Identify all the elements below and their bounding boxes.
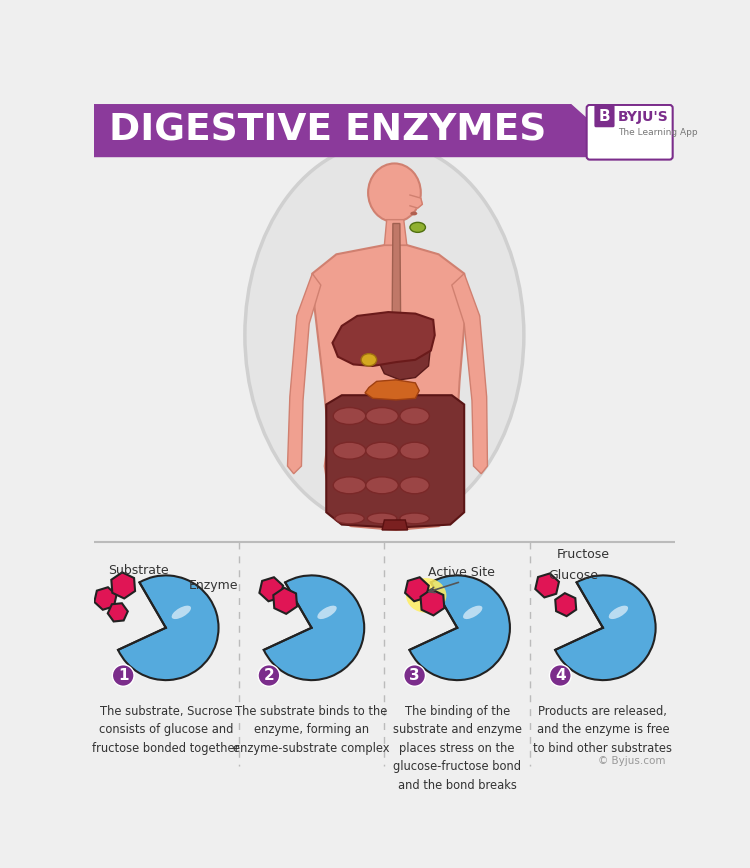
FancyBboxPatch shape [586, 105, 673, 160]
Polygon shape [405, 577, 429, 602]
FancyBboxPatch shape [595, 105, 614, 128]
Circle shape [112, 665, 134, 687]
Wedge shape [112, 582, 166, 650]
Polygon shape [94, 588, 116, 609]
Polygon shape [287, 273, 321, 474]
Wedge shape [410, 575, 510, 681]
Wedge shape [550, 582, 603, 650]
Ellipse shape [366, 408, 398, 424]
Circle shape [550, 665, 572, 687]
Text: The binding of the
substrate and enzyme
places stress on the
glucose-fructose bo: The binding of the substrate and enzyme … [393, 705, 522, 792]
Ellipse shape [368, 163, 421, 222]
Ellipse shape [400, 408, 429, 424]
Wedge shape [404, 582, 457, 650]
Wedge shape [555, 575, 656, 681]
Text: Fructose: Fructose [557, 548, 610, 561]
Ellipse shape [362, 353, 376, 366]
Ellipse shape [400, 513, 429, 523]
Ellipse shape [333, 477, 366, 494]
Ellipse shape [410, 222, 425, 233]
Polygon shape [94, 104, 586, 156]
Text: Enzyme: Enzyme [189, 579, 238, 592]
Ellipse shape [463, 606, 482, 619]
Ellipse shape [406, 578, 446, 613]
Polygon shape [452, 273, 488, 474]
Polygon shape [312, 245, 466, 530]
Ellipse shape [400, 442, 429, 459]
Polygon shape [536, 574, 559, 597]
Ellipse shape [333, 442, 366, 459]
Ellipse shape [334, 513, 364, 523]
Wedge shape [258, 582, 311, 650]
Polygon shape [111, 572, 135, 598]
Ellipse shape [368, 513, 397, 523]
Text: DIGESTIVE ENZYMES: DIGESTIVE ENZYMES [110, 112, 547, 148]
Text: Products are released,
and the enzyme is free
to bind other substrates: Products are released, and the enzyme is… [533, 705, 673, 755]
Wedge shape [264, 575, 364, 681]
Polygon shape [260, 577, 283, 602]
Text: The substrate binds to the
enzyme, forming an
enzyme-substrate complex: The substrate binds to the enzyme, formi… [233, 705, 390, 755]
Ellipse shape [317, 606, 337, 619]
Polygon shape [555, 593, 576, 616]
Text: 3: 3 [410, 668, 420, 683]
Polygon shape [421, 589, 444, 615]
Text: 1: 1 [118, 668, 128, 683]
Circle shape [404, 665, 425, 687]
Text: Substrate: Substrate [109, 563, 169, 576]
Circle shape [258, 665, 280, 687]
Polygon shape [332, 312, 435, 366]
Polygon shape [410, 195, 422, 208]
Text: 4: 4 [555, 668, 566, 683]
Ellipse shape [366, 477, 398, 494]
Polygon shape [379, 319, 430, 380]
Text: B: B [598, 109, 610, 124]
Ellipse shape [172, 606, 191, 619]
Ellipse shape [609, 606, 628, 619]
Polygon shape [108, 603, 128, 621]
Text: The substrate, Sucrose
consists of glucose and
fructose bonded together: The substrate, Sucrose consists of gluco… [92, 705, 239, 755]
Polygon shape [382, 520, 408, 530]
Polygon shape [326, 395, 464, 528]
Text: © Byjus.com: © Byjus.com [598, 756, 666, 766]
Text: The Learning App: The Learning App [618, 128, 698, 137]
Text: Glucose: Glucose [548, 569, 598, 582]
Polygon shape [392, 223, 400, 322]
Text: Active Site: Active Site [427, 566, 494, 579]
Ellipse shape [410, 212, 417, 215]
Polygon shape [384, 220, 406, 245]
Text: 2: 2 [263, 668, 274, 683]
Wedge shape [118, 575, 218, 681]
Polygon shape [365, 380, 419, 400]
Text: BYJU'S: BYJU'S [618, 110, 668, 124]
Ellipse shape [400, 477, 429, 494]
Ellipse shape [366, 442, 398, 459]
Ellipse shape [333, 408, 366, 424]
Polygon shape [273, 588, 297, 614]
Ellipse shape [244, 142, 524, 528]
